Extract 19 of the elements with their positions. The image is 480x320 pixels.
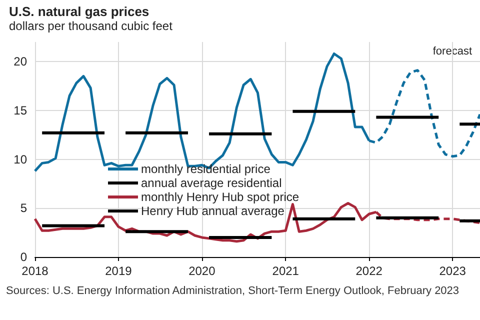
y-tick-label: 5 [20,201,28,216]
chart-title: U.S. natural gas prices [9,4,150,19]
legend-label: annual average residential [141,176,282,190]
x-tick-label: 2018 [22,264,49,278]
y-tick-label: 20 [14,54,28,69]
x-tick-label: 2022 [356,264,383,278]
x-tick-label: 2020 [188,264,216,278]
x-tick-label: 2021 [272,264,300,278]
annotation: forecast [432,46,472,58]
source-note: Sources: U.S. Energy Information Administration, Short-Term Energy Outlook, February 2023 [6,285,460,297]
x-tick-label: 2019 [105,264,132,278]
y-tick-label: 15 [14,103,28,118]
legend-label: Henry Hub annual average [141,204,285,218]
legend-label: monthly residential price [141,162,271,176]
y-tick-label: 0 [20,250,28,264]
x-tick-label: 2023 [439,264,466,278]
y-tick-label: 10 [14,152,28,166]
chart-subtitle: dollars per thousand cubic feet [9,19,174,33]
legend-label: monthly Henry Hub spot price [141,190,300,204]
